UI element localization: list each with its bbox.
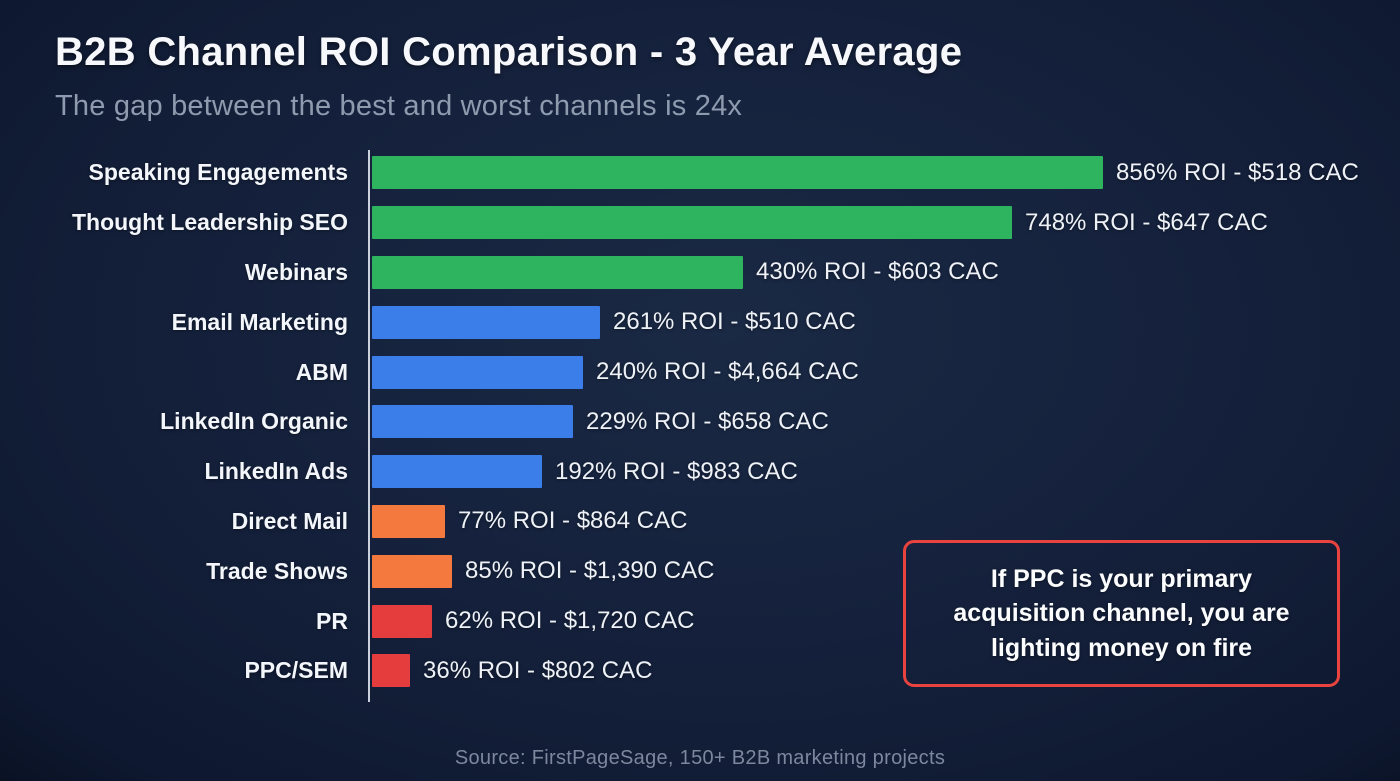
- bar: [372, 554, 452, 588]
- category-label: Email Marketing: [171, 308, 348, 335]
- roi-bar-chart: Speaking Engagements 856% ROI - $518 CAC…: [0, 148, 1400, 702]
- bar-value-label: 430% ROI - $603 CAC: [756, 258, 999, 286]
- bar-value-label: 62% ROI - $1,720 CAC: [445, 607, 695, 635]
- bar-value-label: 856% ROI - $518 CAC: [1116, 158, 1359, 186]
- bar-value-label: 748% ROI - $647 CAC: [1025, 208, 1268, 236]
- bar: [372, 206, 1012, 240]
- bar: [372, 455, 542, 489]
- bar: [372, 255, 743, 289]
- chart-row: LinkedIn Ads 192% ROI - $983 CAC: [0, 447, 1400, 497]
- chart-row: Trade Shows 85% ROI - $1,390 CAC: [0, 546, 1400, 596]
- bar-value-label: 261% ROI - $510 CAC: [613, 308, 856, 336]
- bar: [372, 504, 445, 538]
- category-label: PPC/SEM: [244, 657, 348, 684]
- chart-row: Speaking Engagements 856% ROI - $518 CAC: [0, 148, 1400, 198]
- chart-row: Webinars 430% ROI - $603 CAC: [0, 248, 1400, 298]
- category-label: LinkedIn Organic: [160, 408, 348, 435]
- bar: [372, 654, 410, 688]
- bar: [372, 305, 600, 339]
- bar: [372, 405, 573, 439]
- category-label: Thought Leadership SEO: [71, 209, 348, 236]
- bar: [372, 355, 583, 389]
- source-attribution: Source: FirstPageSage, 150+ B2B marketin…: [454, 747, 946, 769]
- category-label: LinkedIn Ads: [204, 458, 348, 485]
- category-label: PR: [316, 607, 348, 634]
- chart-row: ABM 240% ROI - $4,664 CAC: [0, 347, 1400, 397]
- chart-row: PPC/SEM 36% ROI - $802 CAC: [0, 646, 1400, 696]
- chart-row: Thought Leadership SEO 748% ROI - $647 C…: [0, 198, 1400, 248]
- chart-row: Email Marketing 261% ROI - $510 CAC: [0, 297, 1400, 347]
- chart-row: Direct Mail 77% ROI - $864 CAC: [0, 497, 1400, 547]
- category-label: Direct Mail: [231, 507, 348, 534]
- page-subtitle: The gap between the best and worst chann…: [55, 90, 743, 122]
- category-label: ABM: [295, 358, 348, 385]
- bar-value-label: 192% ROI - $983 CAC: [555, 457, 798, 485]
- bar: [372, 156, 1103, 190]
- bar-value-label: 240% ROI - $4,664 CAC: [596, 358, 859, 386]
- category-label: Webinars: [244, 258, 348, 285]
- bar-value-label: 36% ROI - $802 CAC: [423, 656, 653, 684]
- bar: [372, 604, 432, 638]
- chart-row: PR 62% ROI - $1,720 CAC: [0, 596, 1400, 646]
- bar-value-label: 85% ROI - $1,390 CAC: [465, 557, 715, 585]
- chart-row: LinkedIn Organic 229% ROI - $658 CAC: [0, 397, 1400, 447]
- page-title: B2B Channel ROI Comparison - 3 Year Aver…: [55, 30, 963, 74]
- bar-value-label: 229% ROI - $658 CAC: [586, 407, 829, 435]
- category-label: Speaking Engagements: [88, 159, 348, 186]
- ppc-warning-callout: If PPC is your primary acquisition chann…: [903, 540, 1340, 687]
- chart-axis-line: [368, 150, 370, 702]
- bar-value-label: 77% ROI - $864 CAC: [458, 507, 688, 535]
- category-label: Trade Shows: [206, 557, 348, 584]
